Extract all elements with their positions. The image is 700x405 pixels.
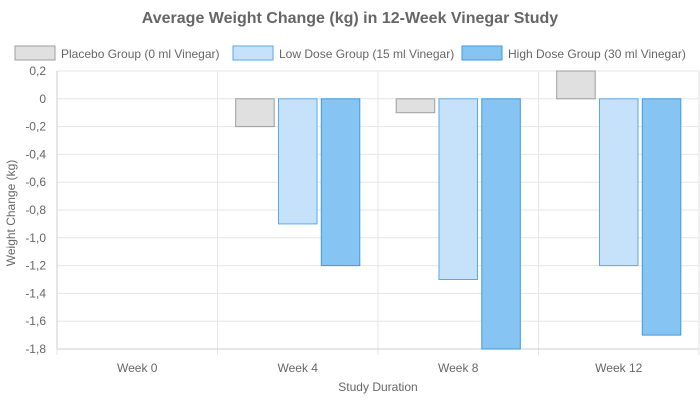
- y-tick-label: -1,6: [25, 314, 46, 328]
- bar[interactable]: [641, 98, 682, 336]
- y-tick-label: -0,4: [25, 147, 46, 161]
- x-tick-label: Week 0: [117, 361, 158, 375]
- y-tick-label: 0,2: [29, 64, 46, 78]
- x-tick-label: Week 8: [438, 361, 479, 375]
- x-tick-label: Week 12: [595, 361, 642, 375]
- bars: [235, 70, 682, 350]
- y-tick-label: -1,4: [25, 286, 46, 300]
- legend: Placebo Group (0 ml Vinegar) Low Dose Gro…: [14, 45, 686, 61]
- bar[interactable]: [395, 98, 436, 114]
- y-axis-label: Weight Change (kg): [4, 160, 18, 267]
- x-tick-label: Week 4: [278, 361, 319, 375]
- bar[interactable]: [598, 98, 639, 267]
- grid: [56, 70, 700, 355]
- legend-swatch: [461, 45, 503, 61]
- y-tick-label: -0,8: [25, 203, 46, 217]
- legend-swatch: [232, 45, 274, 61]
- y-tick-label: 0: [39, 92, 46, 106]
- y-axis-ticks: 0,2 0 -0,2 -0,4 -0,6 -0,8 -1,0 -1,2 -1,4 -1,6 -1,8: [25, 64, 46, 356]
- chart-title: Average Weight Change (kg) in 12-Week Vi…: [142, 10, 559, 27]
- legend-item[interactable]: High Dose Group (30 ml Vinegar): [461, 45, 686, 61]
- y-tick-label: -1,2: [25, 259, 46, 273]
- y-tick-label: -0,2: [25, 120, 46, 134]
- bar[interactable]: [481, 98, 521, 350]
- bar[interactable]: [277, 98, 318, 225]
- legend-label: Placebo Group (0 ml Vinegar): [61, 47, 220, 61]
- legend-item[interactable]: Placebo Group (0 ml Vinegar): [14, 45, 220, 61]
- legend-swatch: [14, 45, 56, 61]
- y-tick-label: -0,6: [25, 175, 46, 189]
- bar[interactable]: [235, 98, 275, 128]
- bar[interactable]: [320, 98, 361, 267]
- x-axis-ticks: Week 0 Week 4 Week 8 Week 12: [117, 361, 643, 375]
- legend-label: Low Dose Group (15 ml Vinegar): [279, 47, 454, 61]
- bar[interactable]: [556, 70, 596, 100]
- y-tick-label: -1,0: [25, 231, 46, 245]
- legend-item[interactable]: Low Dose Group (15 ml Vinegar): [232, 45, 454, 61]
- legend-label: High Dose Group (30 ml Vinegar): [508, 47, 686, 61]
- bar[interactable]: [438, 98, 479, 280]
- y-tick-label: -1,8: [25, 342, 46, 356]
- x-axis-label: Study Duration: [338, 380, 417, 394]
